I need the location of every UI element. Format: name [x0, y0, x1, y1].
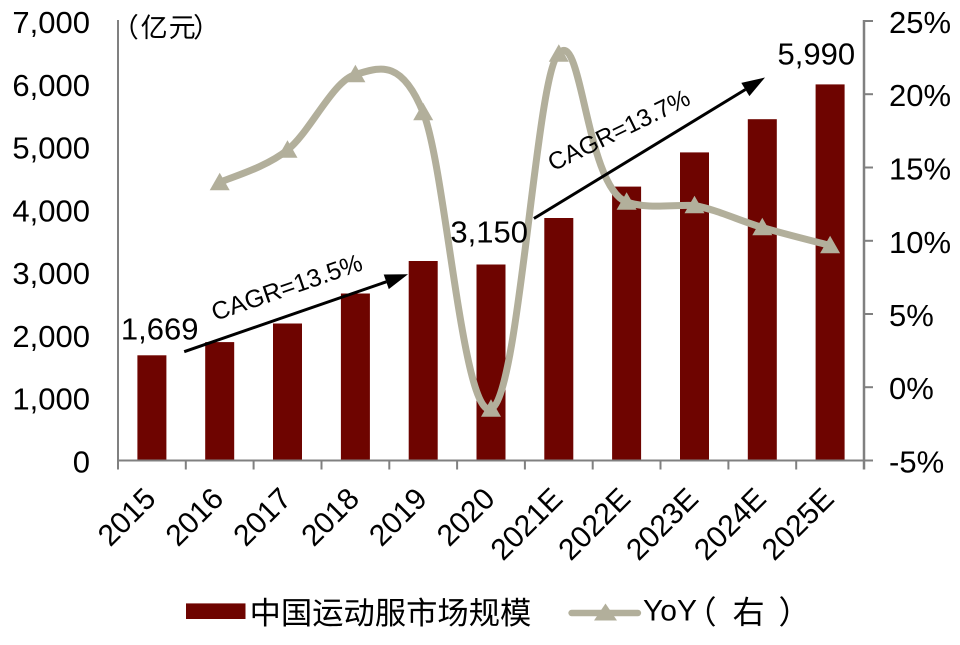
svg-text:15%: 15% [889, 152, 951, 187]
svg-text:20%: 20% [889, 78, 951, 113]
svg-text:3,000: 3,000 [12, 256, 90, 291]
svg-text:1,000: 1,000 [12, 382, 90, 417]
svg-text:1,669: 1,669 [121, 312, 199, 347]
svg-text:3,150: 3,150 [450, 215, 528, 250]
svg-text:5%: 5% [889, 298, 934, 333]
svg-text:10%: 10% [889, 225, 951, 260]
svg-text:5,000: 5,000 [12, 131, 90, 166]
svg-text:0: 0 [73, 445, 90, 480]
svg-text:6,000: 6,000 [12, 68, 90, 103]
svg-text:5,990: 5,990 [778, 36, 856, 71]
svg-text:-5%: -5% [889, 445, 944, 480]
svg-text:0%: 0% [889, 371, 934, 406]
svg-text:YoY: YoY [643, 595, 697, 628]
svg-text:25%: 25% [889, 5, 951, 40]
svg-text:4,000: 4,000 [12, 193, 90, 228]
svg-text:2,000: 2,000 [12, 319, 90, 354]
svg-text:7,000: 7,000 [12, 5, 90, 40]
